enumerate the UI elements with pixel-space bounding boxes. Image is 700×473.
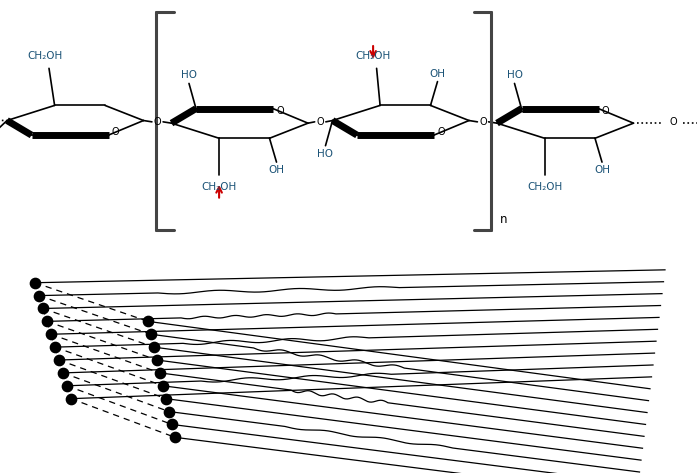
Text: O: O: [112, 127, 119, 138]
Text: O: O: [316, 117, 324, 127]
Point: [57, 369, 69, 377]
Point: [62, 382, 73, 390]
Text: O: O: [670, 117, 677, 127]
Point: [53, 356, 64, 364]
Text: HO: HO: [507, 70, 522, 80]
Text: O: O: [438, 127, 444, 138]
Point: [46, 331, 57, 338]
Point: [142, 317, 153, 325]
Point: [155, 369, 166, 377]
Text: HO: HO: [318, 149, 333, 158]
Text: CH₂OH: CH₂OH: [202, 182, 237, 192]
Point: [34, 292, 45, 299]
Text: O: O: [276, 106, 284, 116]
Point: [65, 395, 76, 403]
Point: [41, 317, 52, 325]
Text: n: n: [500, 213, 508, 227]
Text: HO: HO: [181, 70, 197, 80]
Point: [37, 305, 48, 312]
Point: [169, 434, 181, 441]
Point: [146, 331, 157, 338]
Point: [151, 356, 162, 364]
Text: CH₂OH: CH₂OH: [527, 182, 562, 192]
Point: [167, 420, 178, 428]
Point: [163, 408, 174, 415]
Text: OH: OH: [594, 165, 610, 175]
Point: [158, 382, 169, 390]
Text: CH₂OH: CH₂OH: [356, 52, 391, 61]
Point: [148, 343, 160, 351]
Text: O: O: [480, 117, 486, 127]
Text: OH: OH: [269, 165, 284, 175]
Text: OH: OH: [430, 69, 445, 79]
Text: CH₂OH: CH₂OH: [28, 52, 63, 61]
Point: [29, 279, 41, 287]
Text: O: O: [602, 106, 609, 116]
Point: [160, 395, 172, 403]
Text: O: O: [154, 117, 161, 127]
Point: [50, 343, 61, 351]
